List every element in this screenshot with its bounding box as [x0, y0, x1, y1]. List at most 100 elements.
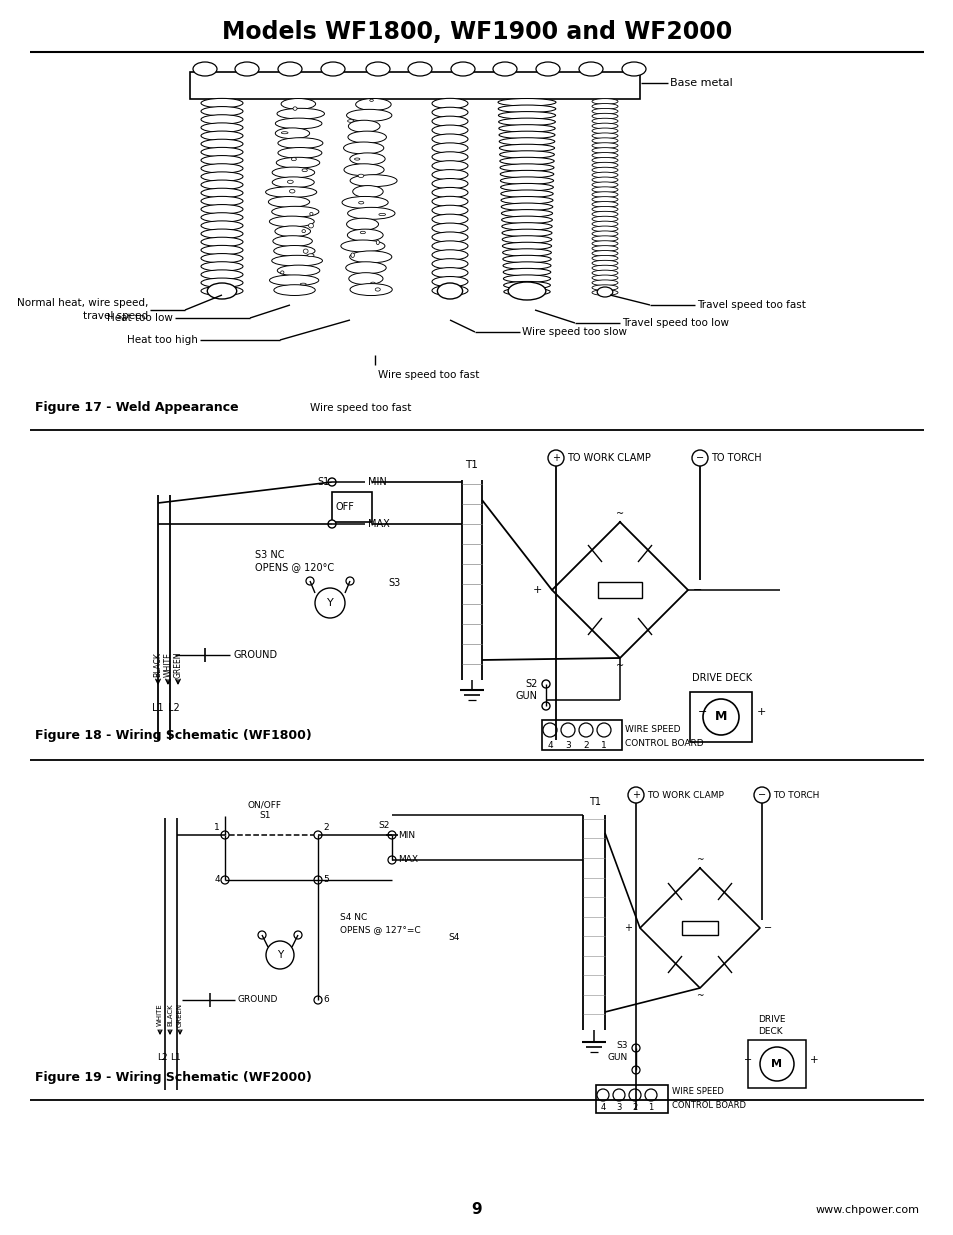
Ellipse shape — [432, 99, 468, 109]
Ellipse shape — [201, 262, 243, 272]
Bar — [332, 492, 372, 522]
Text: www.chpower.com: www.chpower.com — [815, 1205, 919, 1215]
Ellipse shape — [201, 140, 243, 148]
Ellipse shape — [592, 153, 618, 158]
Ellipse shape — [592, 172, 618, 178]
Ellipse shape — [201, 188, 243, 198]
Ellipse shape — [503, 288, 550, 295]
Circle shape — [542, 722, 557, 737]
Ellipse shape — [277, 138, 322, 148]
Text: TO WORK CLAMP: TO WORK CLAMP — [646, 790, 723, 799]
Ellipse shape — [432, 205, 468, 215]
Circle shape — [597, 722, 610, 737]
Text: WHITE: WHITE — [157, 1004, 163, 1026]
Ellipse shape — [501, 230, 552, 237]
Ellipse shape — [432, 169, 468, 180]
Ellipse shape — [592, 201, 618, 207]
Circle shape — [221, 831, 229, 839]
Text: S2: S2 — [525, 679, 537, 689]
Ellipse shape — [351, 253, 354, 257]
Circle shape — [294, 931, 302, 939]
Text: GREEN: GREEN — [173, 652, 182, 678]
Ellipse shape — [432, 241, 468, 251]
Text: +: + — [757, 706, 765, 718]
Text: −: − — [757, 790, 765, 800]
Ellipse shape — [350, 153, 385, 165]
Ellipse shape — [508, 282, 545, 300]
Ellipse shape — [269, 216, 314, 227]
Ellipse shape — [287, 180, 293, 184]
Text: L2: L2 — [156, 1053, 167, 1062]
Ellipse shape — [357, 174, 363, 178]
Text: 2: 2 — [582, 741, 588, 750]
Circle shape — [328, 478, 335, 487]
Ellipse shape — [597, 287, 612, 296]
Ellipse shape — [201, 164, 243, 173]
Text: Y: Y — [326, 598, 333, 608]
Ellipse shape — [201, 180, 243, 189]
Ellipse shape — [499, 164, 554, 172]
Ellipse shape — [201, 246, 243, 254]
Ellipse shape — [350, 251, 392, 263]
Ellipse shape — [281, 99, 315, 109]
Text: travel speed: travel speed — [83, 311, 148, 321]
Ellipse shape — [432, 232, 468, 242]
Ellipse shape — [408, 62, 432, 77]
Ellipse shape — [277, 62, 302, 77]
Ellipse shape — [273, 236, 312, 247]
Text: WHITE: WHITE — [163, 652, 172, 678]
Circle shape — [560, 722, 575, 737]
Circle shape — [346, 577, 354, 585]
Ellipse shape — [201, 99, 243, 107]
Ellipse shape — [592, 261, 618, 266]
Ellipse shape — [234, 62, 258, 77]
Ellipse shape — [280, 270, 284, 274]
Ellipse shape — [201, 196, 243, 206]
Ellipse shape — [536, 62, 559, 77]
Text: S3 NC: S3 NC — [254, 550, 284, 559]
Ellipse shape — [201, 228, 243, 238]
Ellipse shape — [272, 167, 314, 178]
Text: Travel speed too fast: Travel speed too fast — [697, 300, 805, 310]
Ellipse shape — [432, 152, 468, 162]
Ellipse shape — [308, 224, 314, 228]
Text: ~: ~ — [616, 509, 623, 519]
Text: 4: 4 — [214, 876, 220, 884]
Ellipse shape — [281, 132, 288, 133]
Ellipse shape — [592, 206, 618, 212]
Ellipse shape — [201, 115, 243, 124]
Text: ON/OFF: ON/OFF — [248, 800, 282, 809]
Text: MAX: MAX — [397, 856, 417, 864]
Text: Heat too low: Heat too low — [107, 312, 172, 324]
Ellipse shape — [310, 212, 313, 215]
Text: Base metal: Base metal — [669, 78, 732, 88]
Ellipse shape — [498, 138, 555, 146]
Ellipse shape — [578, 62, 602, 77]
Ellipse shape — [500, 196, 553, 204]
Text: GREEN: GREEN — [177, 1003, 183, 1028]
Ellipse shape — [302, 169, 307, 172]
Ellipse shape — [347, 120, 354, 122]
Ellipse shape — [378, 214, 385, 216]
Ellipse shape — [275, 119, 321, 128]
Circle shape — [627, 787, 643, 803]
Ellipse shape — [320, 62, 345, 77]
Ellipse shape — [300, 283, 306, 285]
Text: Normal heat, wire speed,: Normal heat, wire speed, — [16, 298, 148, 308]
Text: 2: 2 — [323, 824, 328, 832]
Ellipse shape — [432, 249, 468, 261]
Ellipse shape — [272, 177, 314, 188]
Ellipse shape — [274, 226, 310, 237]
Ellipse shape — [201, 124, 243, 132]
Ellipse shape — [502, 256, 551, 263]
Bar — [598, 582, 641, 598]
Ellipse shape — [502, 242, 551, 249]
Ellipse shape — [592, 138, 618, 143]
Bar — [541, 720, 621, 750]
Ellipse shape — [432, 258, 468, 269]
Ellipse shape — [592, 211, 618, 217]
Ellipse shape — [501, 222, 552, 230]
Text: OFF: OFF — [335, 501, 355, 513]
Ellipse shape — [592, 104, 618, 109]
Text: CONTROL BOARD: CONTROL BOARD — [624, 739, 703, 747]
